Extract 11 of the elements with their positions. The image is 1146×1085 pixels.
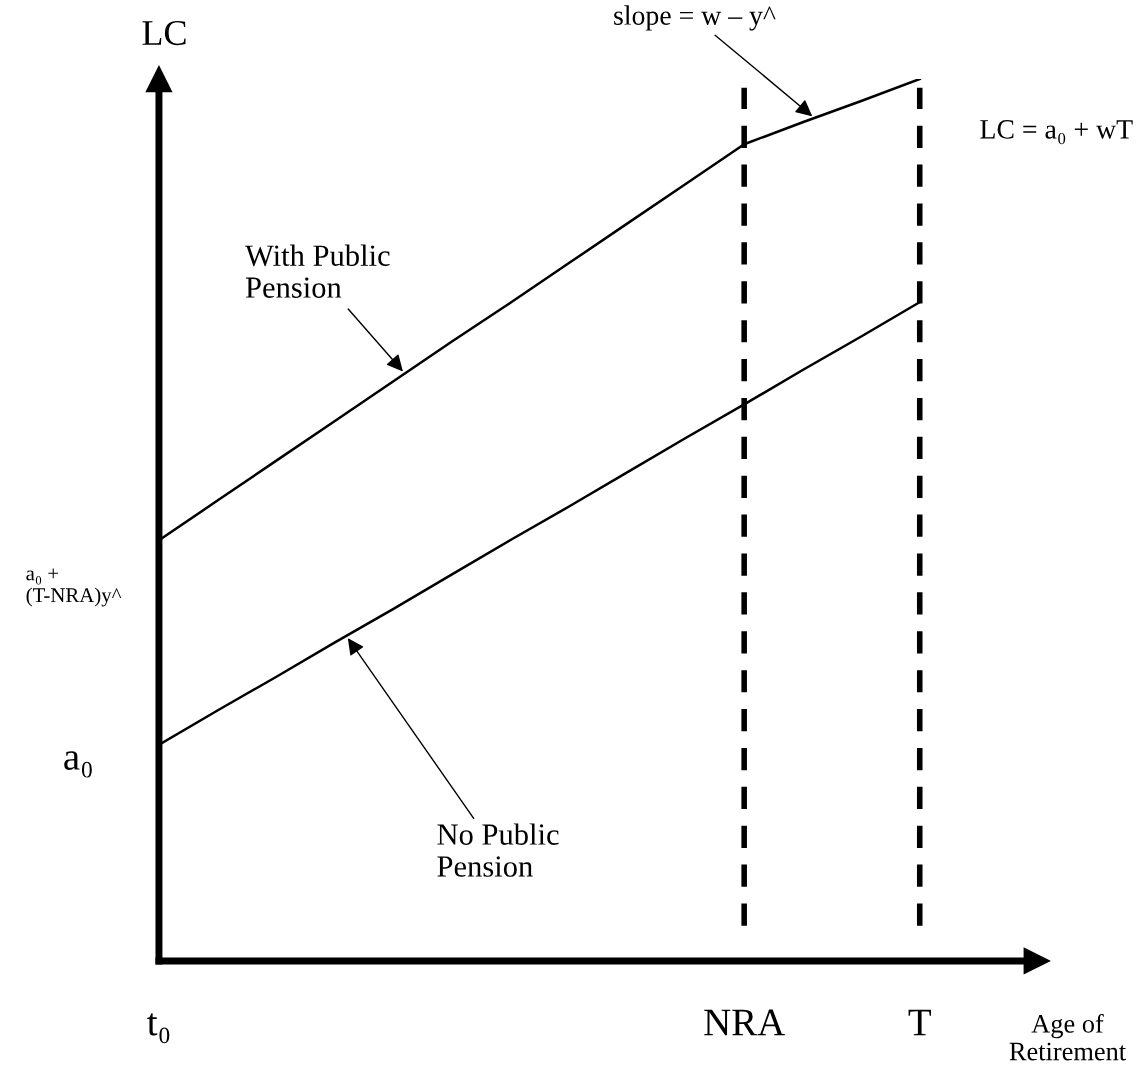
- annotation: a₀ + (T-NRA)y^: [26, 568, 122, 607]
- x-axis-title: Age of Retirement: [1009, 1013, 1126, 1061]
- text: No Public Pension: [437, 823, 559, 877]
- x-tick-label: NRA: [704, 1009, 785, 1036]
- text: With Public Pension: [245, 244, 390, 298]
- y-axis-title: LC: [142, 20, 186, 46]
- x-tick-label: t₀: [147, 1013, 170, 1044]
- text: slope = w – y^: [614, 5, 776, 31]
- annotation: a₀: [64, 751, 92, 778]
- x-tick-label: T: [908, 1009, 931, 1036]
- text: LC = a₀ + wT: [980, 120, 1133, 145]
